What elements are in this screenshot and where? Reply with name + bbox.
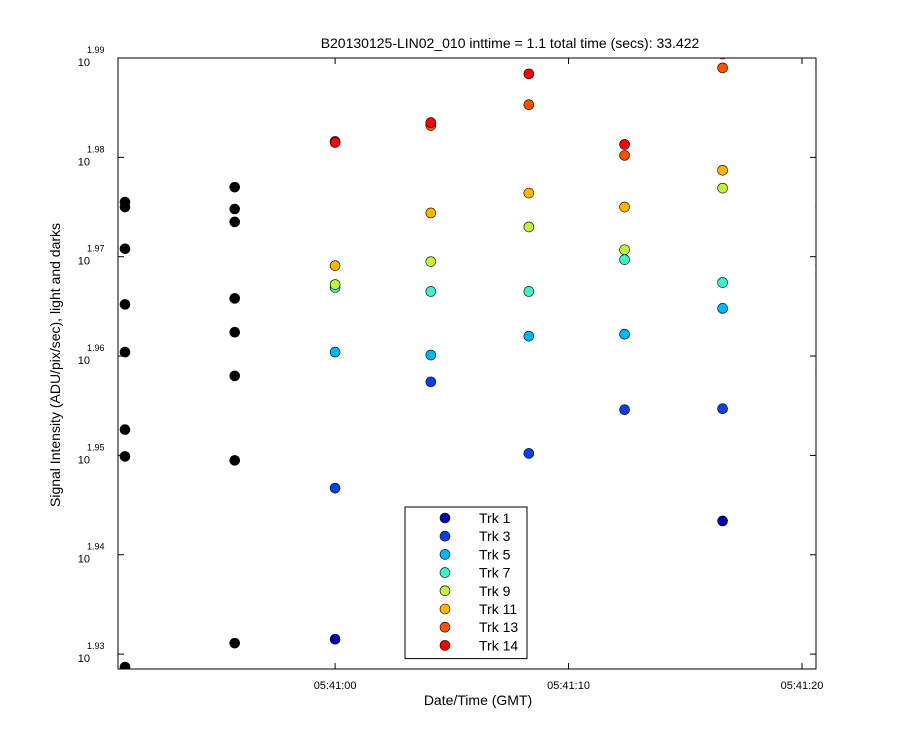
data-point-trk-1: [329, 633, 341, 645]
legend-label-trk-7: Trk 7: [479, 565, 511, 581]
plot-area: 05:41:00 05:41:10 05:41:20 10 1.93 10 1.94 10 1.…: [78, 45, 824, 692]
x-tick-label: 05:41:20: [781, 680, 824, 692]
data-point-darks: [815, 204, 816, 210]
x-axis-title: Date/Time (GMT): [424, 692, 532, 708]
data-point-trk-5: [425, 349, 437, 361]
data-point-trk-3: [329, 482, 341, 494]
legend-marker-trk-5: [439, 549, 451, 560]
data-point-trk-7: [523, 286, 535, 297]
legend-label-trk-3: Trk 3: [479, 528, 511, 544]
data-point-trk-3: [523, 448, 535, 459]
y-tick-label-exponent: 1.95: [87, 442, 105, 452]
data-point-trk-5: [619, 328, 630, 340]
data-point-trk-14: [719, 58, 727, 60]
legend-marker-trk-3: [439, 530, 451, 542]
y-tick-label-base: 10: [78, 156, 90, 168]
data-point-trk-14: [523, 68, 535, 80]
data-point-trk-13: [717, 62, 728, 74]
data-point-trk-9: [717, 182, 728, 194]
data-point-darks: [229, 216, 241, 228]
y-tick-label-exponent: 1.97: [87, 244, 105, 254]
data-point-darks: [119, 424, 131, 435]
legend-marker-trk-7: [439, 567, 451, 578]
legend: Trk 1 Trk 3 Trk 5 Trk 7 Trk 9 Trk 11 Trk 13 Trk…: [404, 506, 528, 660]
data-point-trk-5: [523, 330, 535, 342]
data-point-trk-11: [523, 187, 535, 199]
data-point-trk-9: [329, 279, 341, 290]
legend-marker-trk-13: [439, 621, 451, 633]
data-point-trk-14: [425, 117, 437, 128]
data-point-trk-5: [329, 346, 341, 358]
legend-label-trk-11: Trk 11: [479, 601, 517, 617]
legend-label-trk-5: Trk 5: [479, 546, 511, 562]
data-point-darks: [119, 451, 131, 462]
data-point-trk-3: [425, 376, 437, 388]
data-point-trk-11: [619, 201, 630, 213]
data-point-darks: [229, 181, 241, 193]
data-point-darks: [229, 455, 241, 466]
data-point-trk-9: [523, 221, 535, 233]
x-tick-label: 05:41:10: [547, 680, 590, 692]
data-point-darks: [815, 555, 816, 561]
data-point-trk-7: [717, 277, 728, 288]
data-point-darks: [229, 203, 241, 215]
data-point-darks: [815, 67, 816, 73]
data-point-trk-11: [329, 260, 341, 271]
y-tick-label-exponent: 1.98: [87, 144, 105, 154]
chart-title: B20130125-LIN02_010 inttime = 1.1 total …: [321, 35, 700, 51]
legend-marker-trk-1: [439, 512, 451, 524]
y-tick-label-base: 10: [78, 256, 90, 268]
data-point-darks: [229, 326, 241, 338]
data-point-darks: [119, 299, 131, 310]
legend-label-trk-14: Trk 14: [479, 637, 518, 653]
x-tick-label: 05:41:00: [314, 680, 357, 692]
data-point-darks: [119, 243, 131, 255]
data-point-trk-7: [425, 286, 437, 297]
legend-marker-trk-9: [439, 585, 451, 597]
y-tick-label-base: 10: [78, 653, 90, 665]
data-point-trk-13: [619, 150, 630, 161]
data-point-darks: [229, 370, 241, 382]
legend-label-trk-9: Trk 9: [479, 583, 511, 599]
data-point-trk-3: [717, 403, 728, 415]
legend-label-trk-13: Trk 13: [479, 619, 518, 635]
data-point-trk-7: [619, 254, 630, 265]
legend-box: [404, 506, 528, 660]
y-tick-label-exponent: 1.94: [87, 542, 105, 552]
data-point-trk-3: [619, 404, 630, 415]
data-point-darks: [119, 661, 131, 669]
data-point-darks: [119, 346, 131, 358]
data-point-trk-14: [619, 139, 630, 150]
data-point-darks: [815, 271, 816, 277]
data-point-darks: [815, 153, 816, 159]
y-axis-title: Signal Intensity (ADU/pix/sec), light an…: [47, 223, 63, 507]
y-tick-label-exponent: 1.99: [87, 45, 105, 55]
y-tick-label-exponent: 1.93: [87, 641, 105, 651]
legend-marker-trk-11: [439, 603, 451, 615]
data-point-darks: [229, 293, 241, 304]
data-point-trk-11: [717, 164, 728, 176]
legend-marker-trk-14: [439, 640, 451, 651]
data-point-trk-11: [425, 207, 437, 219]
y-tick-label-exponent: 1.96: [87, 343, 105, 353]
data-point-trk-5: [717, 303, 728, 314]
y-tick-label-base: 10: [78, 57, 90, 69]
data-markers: [119, 58, 816, 669]
data-point-darks: [229, 637, 241, 649]
data-point-darks: [815, 262, 816, 268]
data-point-darks: [815, 370, 816, 376]
y-tick-label-base: 10: [78, 554, 90, 566]
data-point-trk-9: [425, 256, 437, 267]
data-point-darks: [119, 201, 131, 213]
data-point-trk-14: [329, 137, 341, 148]
data-point-trk-13: [523, 99, 535, 110]
data-point-trk-9: [619, 244, 630, 256]
y-tick-label-base: 10: [78, 355, 90, 367]
axes-box: [117, 57, 817, 670]
data-point-trk-1: [717, 515, 728, 527]
y-tick-label-base: 10: [78, 454, 90, 466]
legend-label-trk-1: Trk 1: [479, 510, 511, 526]
